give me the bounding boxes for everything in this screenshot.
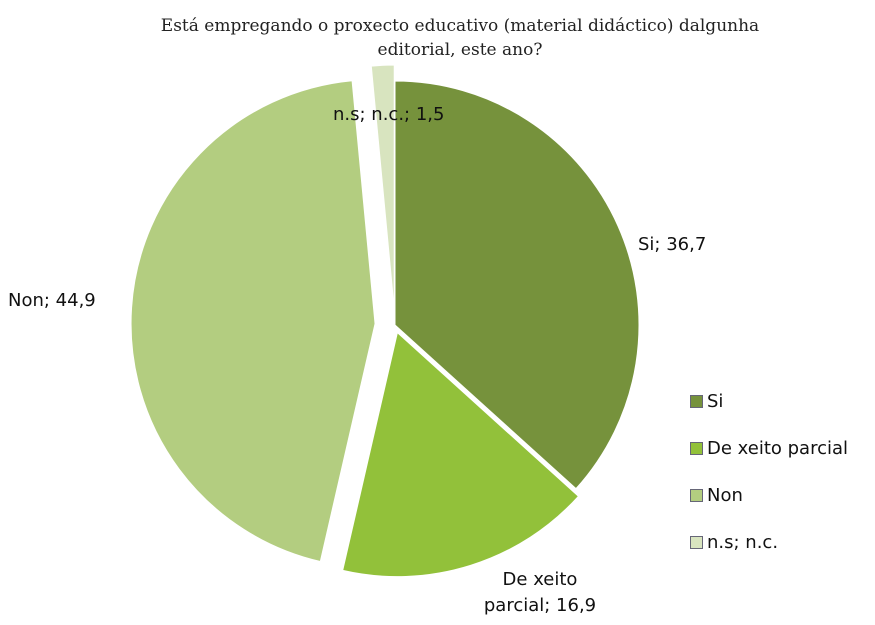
legend-entry: Si	[690, 391, 723, 412]
legend-label: n.s; n.c.	[707, 532, 779, 553]
legend-label: De xeito parcial	[707, 438, 849, 459]
legend-swatch	[690, 489, 703, 502]
pie-slice	[370, 64, 395, 310]
legend-entry: Non	[690, 485, 743, 506]
pie-slice	[130, 80, 376, 563]
legend-swatch	[690, 442, 703, 455]
chart-title: Está empregando o proxecto educativo (ma…	[160, 16, 760, 60]
data-label: Si; 36,7	[638, 234, 707, 255]
pie-slice	[394, 80, 640, 490]
pie-slice	[342, 331, 580, 578]
legend-entry: n.s; n.c.	[690, 532, 778, 553]
legend-swatch	[690, 395, 703, 408]
legend-entry: De xeito parcial	[690, 438, 848, 459]
legend-label: Si	[707, 391, 724, 412]
legend-label: Non	[707, 485, 743, 506]
data-label: n.s; n.c.; 1,5	[333, 104, 445, 125]
legend-swatch	[690, 536, 703, 549]
data-label: De xeito parcial; 16,9	[483, 569, 597, 616]
data-label: Non; 44,9	[8, 290, 96, 311]
